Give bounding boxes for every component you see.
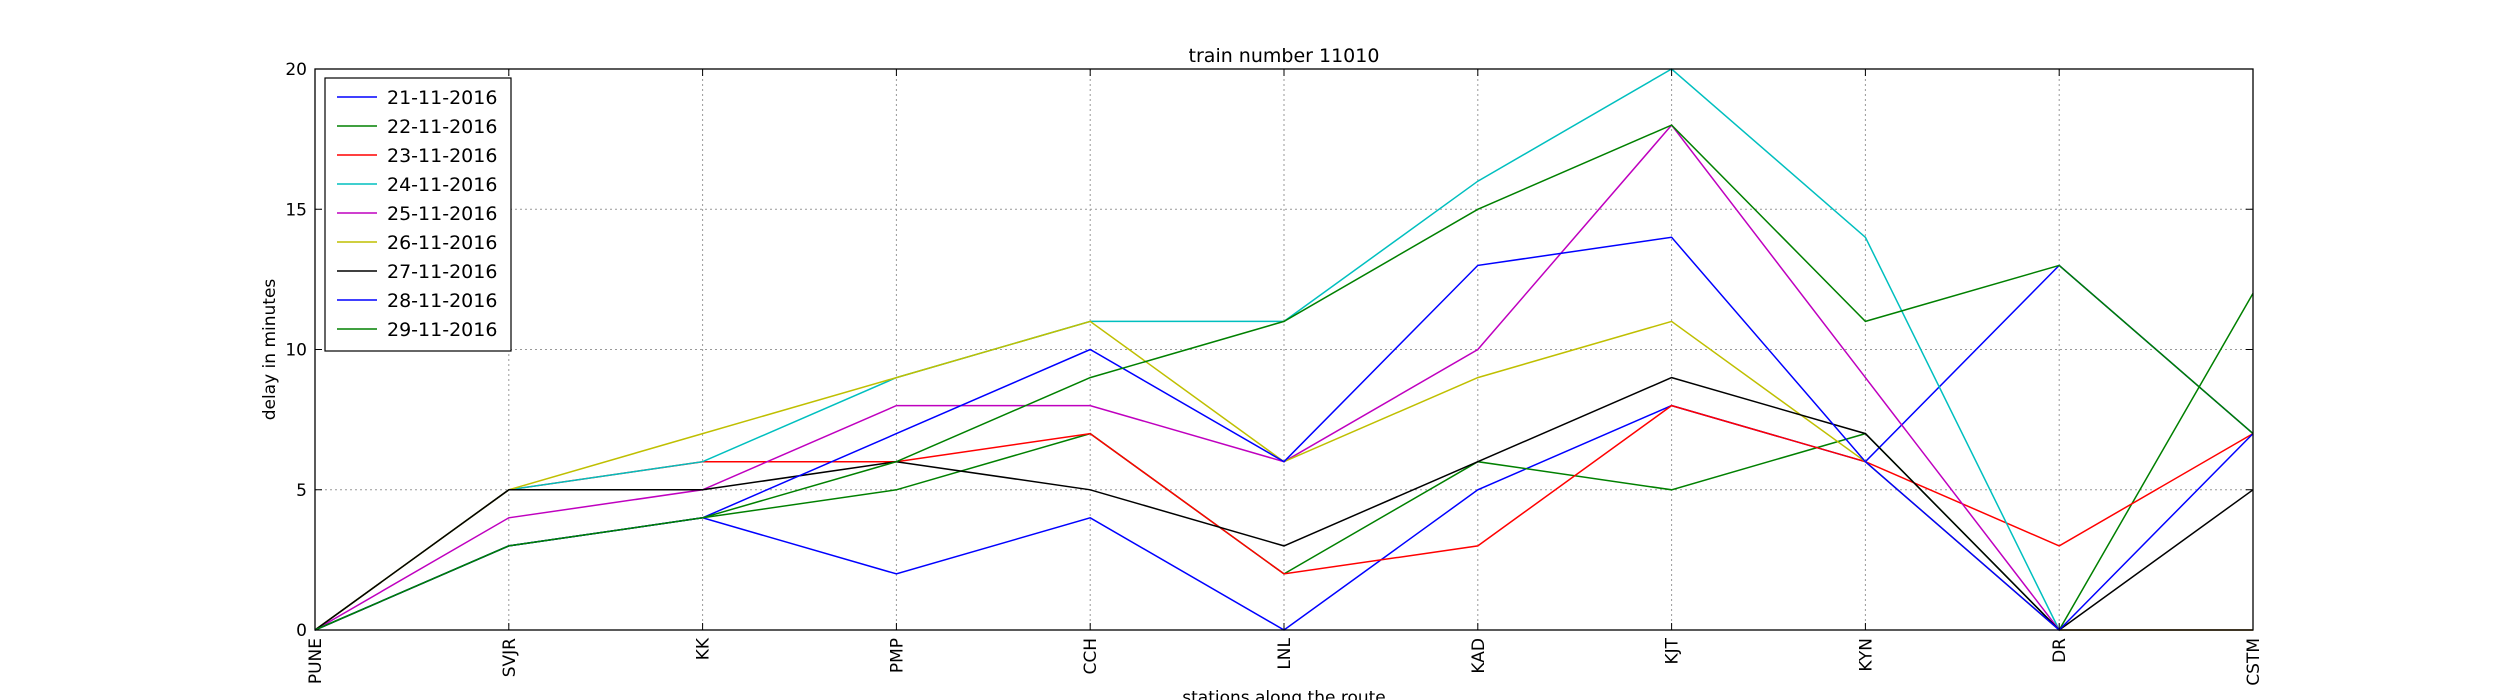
legend-label: 21-11-2016: [387, 87, 497, 109]
legend-label: 27-11-2016: [387, 261, 497, 283]
legend-label: 29-11-2016: [387, 319, 497, 341]
x-tick-label: PMP: [887, 638, 907, 673]
y-axis-title: delay in minutes: [260, 279, 280, 421]
x-tick-label: KJT: [1663, 637, 1683, 664]
series-line-29-11-2016: [314, 124, 2254, 631]
y-tick-label: 15: [285, 200, 307, 220]
legend-label: 26-11-2016: [387, 232, 497, 254]
y-tick-label: 10: [285, 341, 307, 361]
axis-ticks: PUNE SVJR KK PMP CCH LNL KAD KJT KYN DR CSTM 0 5 10 15…: [285, 60, 2264, 686]
x-tick-label: CCH: [1081, 638, 1101, 675]
x-axis-title: stations along the route: [1182, 688, 1386, 700]
legend-label: 23-11-2016: [387, 145, 497, 167]
legend-box: [324, 77, 512, 352]
x-tick-label: SVJR: [500, 638, 520, 677]
y-tick-label: 0: [296, 621, 307, 641]
series-line-27-11-2016: [314, 376, 2254, 631]
x-tick-label: PUNE: [306, 638, 326, 684]
x-tick-label: DR: [2050, 638, 2070, 663]
chart-title: train number 11010: [1189, 45, 1380, 67]
y-tick-label: 20: [285, 60, 307, 80]
legend-label: 24-11-2016: [387, 174, 497, 196]
legend: 21-11-2016 22-11-2016 23-11-2016 24-11-2016…: [324, 77, 512, 352]
x-tick-label: KAD: [1469, 638, 1489, 674]
x-tick-label: LNL: [1275, 637, 1295, 669]
x-tick-label: CSTM: [2244, 638, 2264, 686]
x-tick-label: KK: [694, 637, 714, 660]
legend-label: 22-11-2016: [387, 116, 497, 138]
legend-label: 25-11-2016: [387, 203, 497, 225]
legend-label: 28-11-2016: [387, 290, 497, 312]
y-tick-label: 5: [296, 481, 307, 501]
x-tick-label: KYN: [1856, 638, 1876, 672]
